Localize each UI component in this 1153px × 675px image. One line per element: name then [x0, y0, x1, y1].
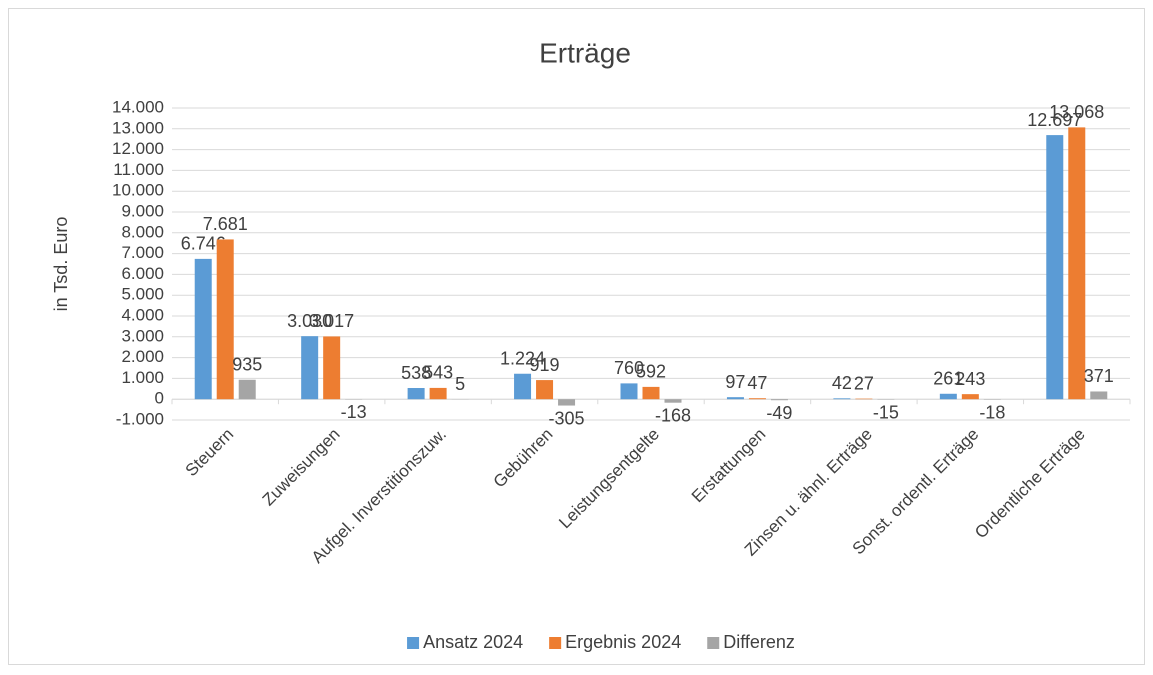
bar [833, 398, 851, 400]
value-label: 3.030 [287, 311, 332, 331]
value-label: 538 [401, 363, 431, 383]
value-label: 6.746 [181, 234, 226, 254]
value-label: 261 [933, 369, 963, 389]
y-tick-label: 5.000 [121, 285, 164, 304]
y-tick-label: 11.000 [113, 160, 164, 179]
y-tick-label: 8.000 [121, 222, 164, 241]
bar [323, 336, 341, 400]
value-label: 27 [854, 373, 874, 393]
value-label: 5 [455, 374, 465, 394]
bar [642, 386, 660, 400]
bar [238, 379, 256, 400]
value-label: -18 [979, 402, 1005, 422]
bar [558, 399, 576, 406]
value-label: 42 [832, 373, 852, 393]
bar [1090, 391, 1108, 400]
y-tick-label: 1.000 [121, 368, 164, 387]
y-tick-label: 6.000 [121, 264, 164, 283]
value-label: 12.697 [1027, 110, 1082, 130]
bar [536, 380, 554, 400]
y-tick-label: -1.000 [116, 409, 164, 428]
value-label: 47 [747, 373, 767, 393]
legend-label: Ergebnis 2024 [565, 632, 681, 652]
value-label: 243 [955, 369, 985, 389]
bar [407, 388, 425, 400]
value-label: 97 [725, 372, 745, 392]
value-label: -305 [549, 408, 585, 428]
value-label: 13.068 [1049, 102, 1104, 122]
y-tick-label: 13.000 [112, 118, 164, 137]
bar [216, 239, 234, 400]
bar [855, 398, 873, 400]
value-label: 371 [1084, 366, 1114, 386]
bar [726, 397, 744, 400]
y-tick-label: 14.000 [112, 97, 164, 116]
y-tick-label: 10.000 [112, 181, 164, 200]
legend-swatch [407, 637, 420, 649]
y-tick-label: 12.000 [112, 139, 164, 158]
y-axis-title: in Tsd. Euro [51, 217, 71, 312]
legend-label: Differenz [723, 632, 795, 652]
bar [1046, 135, 1064, 400]
bar [620, 383, 638, 400]
legend-swatch [707, 637, 720, 649]
y-tick-label: 4.000 [121, 305, 164, 324]
value-label: 919 [530, 355, 560, 375]
y-tick-label: 9.000 [121, 201, 164, 220]
value-label: -168 [655, 405, 691, 425]
value-label: 760 [614, 358, 644, 378]
legend: Ansatz 2024 Ergebnis 2024 Differenz [407, 632, 795, 652]
legend-swatch [549, 637, 562, 649]
bar [664, 399, 682, 403]
value-label: -15 [873, 402, 899, 422]
value-label: 7.681 [203, 214, 248, 234]
y-tick-label: 2.000 [121, 347, 164, 366]
chart-title: Erträge [539, 37, 631, 68]
bar [301, 336, 319, 400]
bar [1068, 127, 1086, 400]
value-label: 3.017 [309, 311, 354, 331]
value-label: 543 [423, 363, 453, 383]
value-label: 935 [232, 355, 262, 375]
bar [770, 399, 788, 401]
value-label: 592 [636, 362, 666, 382]
y-tick-label: 3.000 [121, 326, 164, 345]
bar [748, 398, 766, 400]
bar [194, 258, 212, 400]
bar [939, 393, 957, 400]
value-label: -49 [766, 403, 792, 423]
legend-label: Ansatz 2024 [423, 632, 523, 652]
value-label: 1.224 [500, 348, 545, 368]
bar [514, 373, 532, 400]
bar [961, 394, 979, 400]
value-label: -13 [341, 402, 367, 422]
bar [429, 387, 447, 400]
y-tick-label: 0 [155, 389, 164, 408]
y-tick-label: 7.000 [121, 243, 164, 262]
